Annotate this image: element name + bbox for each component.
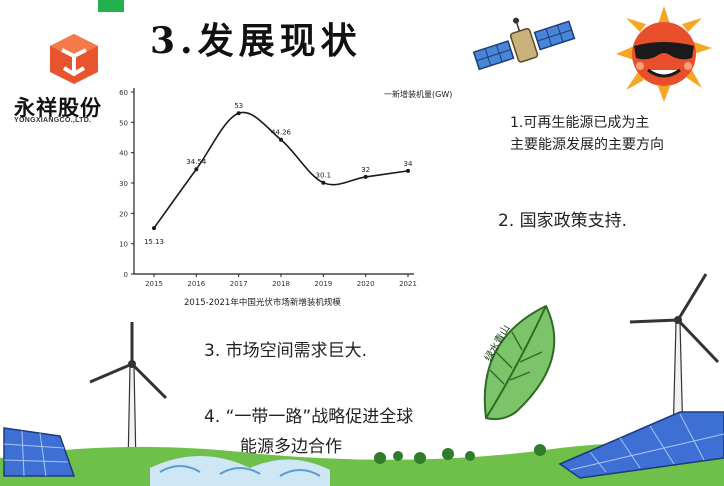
y-tick-label: 20: [119, 210, 128, 218]
data-point: [279, 137, 283, 142]
data-point: [406, 168, 410, 173]
data-label: 53: [234, 102, 243, 110]
point-4-line-1: 4. “一带一路”战略促进全球: [204, 407, 414, 427]
point-1-line-1: 1.可再生能源已成为主: [510, 115, 650, 131]
x-tick-label: 2016: [187, 280, 205, 288]
data-label: 34: [404, 160, 413, 168]
data-label: 30.1: [316, 172, 332, 180]
data-label: 15.13: [144, 238, 164, 246]
chart-legend: 一新增装机量(GW): [384, 90, 453, 99]
point-1-line-2: 主要能源发展的主要方向: [510, 137, 664, 153]
landscape-scene: [0, 411, 724, 486]
x-tick-label: 2020: [357, 280, 375, 288]
leaf-icon: 绿水青山: [481, 304, 556, 421]
point-3: 3. 市场空间需求巨大.: [204, 341, 368, 361]
page-title: 3.发展现状: [150, 20, 362, 62]
point-2: 2. 国家政策支持.: [498, 211, 628, 231]
x-tick-label: 2018: [272, 280, 290, 288]
point-4-line-2: 能源多边合作: [240, 437, 342, 457]
chart-plot-area: 15.13 34.54 53 44.26 30.1 32 34: [144, 102, 413, 246]
satellite-icon: [472, 17, 576, 71]
x-tick-label: 2021: [399, 280, 417, 288]
logo-subtitle: YONGXIANGCO.,LTD.: [14, 117, 92, 124]
data-label: 44.26: [271, 129, 292, 137]
y-tick-label: 10: [119, 241, 128, 249]
data-point: [363, 174, 368, 179]
x-tick-label: 2017: [230, 280, 248, 288]
data-point: [321, 180, 326, 185]
x-tick-label: 2019: [314, 280, 332, 288]
data-point: [194, 167, 199, 172]
point-4: 4. “一带一路”战略促进全球 能源多边合作: [204, 402, 484, 462]
y-tick-label: 60: [119, 89, 128, 97]
y-tick-label: 30: [119, 180, 128, 188]
data-label: 34.54: [186, 158, 207, 166]
logo-name: 永祥股份: [14, 97, 102, 120]
sun-icon: [616, 6, 712, 102]
point-1: 1.可再生能源已成为主 主要能源发展的主要方向: [510, 112, 710, 156]
line-chart: 0 10 20 30 40 50 60 2015 2016 2017 2018 2019 2020 202…: [119, 88, 417, 288]
corner-marker: [98, 0, 124, 12]
chart-axes: 0 10 20 30 40 50 60 2015 2016 2017 2018 2019 2020 202…: [119, 88, 417, 288]
data-label: 32: [361, 166, 370, 174]
y-tick-label: 40: [119, 150, 128, 158]
wind-turbine-left-icon: [89, 322, 168, 467]
company-logo-icon: [50, 34, 98, 84]
data-point: [236, 111, 241, 116]
y-tick-label: 50: [119, 119, 128, 127]
x-tick-label: 2015: [145, 280, 163, 288]
y-tick-label: 0: [124, 271, 128, 279]
chart-caption: 2015-2021年中国光伏市场新增装机规模: [184, 298, 341, 308]
data-point: [152, 226, 156, 231]
